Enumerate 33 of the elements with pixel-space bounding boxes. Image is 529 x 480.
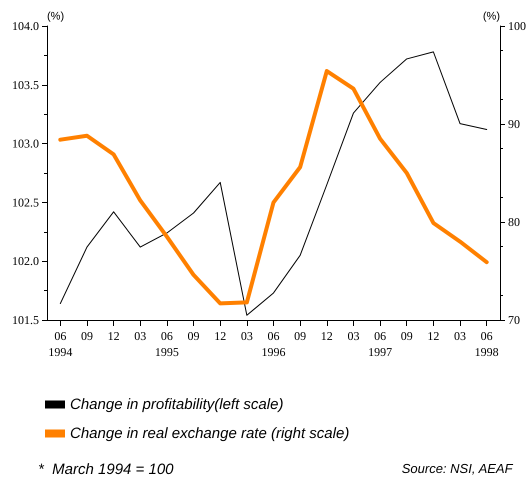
- y-tick-label: 102.5: [12, 195, 39, 210]
- source-note: Source: NSI, AEAF: [402, 461, 514, 476]
- x-tick-label: 03: [454, 329, 466, 343]
- y-tick-label: 102.0: [12, 254, 39, 268]
- x-tick-label: 03: [240, 329, 253, 343]
- x-tick-label: 03: [347, 329, 360, 343]
- x-tick-label: 09: [80, 329, 93, 343]
- x-tick-label: 12: [214, 329, 226, 343]
- x-tick-label: 03: [134, 329, 146, 343]
- x-tick-label: 06 1996: [262, 329, 286, 359]
- y2-tick-label: 90: [508, 117, 520, 131]
- x-tick-label: 06 1998: [474, 329, 499, 359]
- legend-label: Change in real exchange rate (right scale): [70, 425, 350, 442]
- x-tick-label: 06 1994: [48, 329, 72, 359]
- y-tick-label: 103.0: [12, 136, 39, 151]
- x-tick-label: 06 1997: [368, 329, 392, 359]
- x-tick-label: 09: [188, 329, 200, 343]
- y2-tick-label: 80: [508, 215, 520, 229]
- y2-tick-label: 100: [508, 19, 526, 33]
- y-tick-label: 101.5: [12, 313, 39, 327]
- x-tick-label: 09: [400, 329, 413, 343]
- y-tick-label: 104.0: [12, 19, 39, 33]
- x-tick-label: 12: [320, 329, 333, 343]
- y-tick-label: 103.5: [12, 78, 39, 92]
- x-tick-label: 12: [108, 329, 120, 343]
- y2-axis-title: (%): [482, 10, 500, 22]
- text: * March 1994 = 100: [38, 461, 174, 478]
- x-tick-label: 09: [294, 329, 306, 343]
- x-tick-label: 12: [427, 329, 440, 343]
- y-axis-title: (%): [47, 10, 64, 22]
- x-tick-label: 06 1995: [154, 329, 179, 359]
- y2-tick-label: 70: [508, 313, 520, 327]
- legend-label: Change in profitability(left scale): [70, 396, 284, 413]
